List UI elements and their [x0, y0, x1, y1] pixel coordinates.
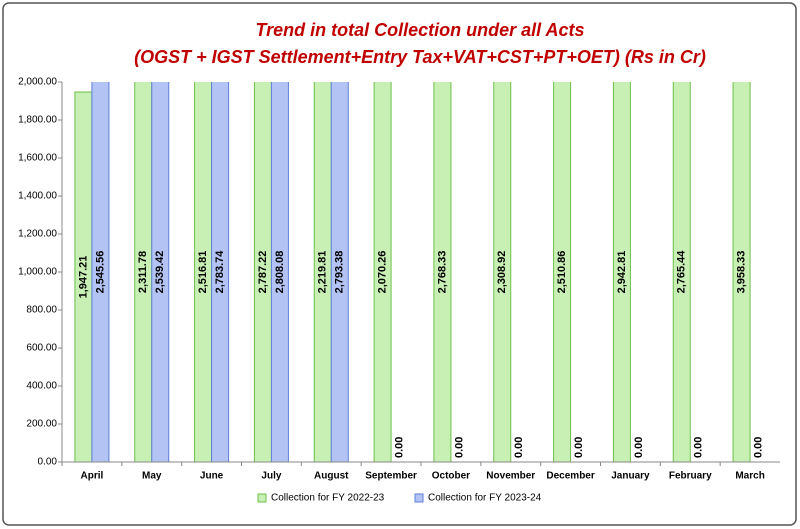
y-tick-label: 400.00 — [26, 381, 57, 392]
chart-subtitle: (OGST + IGST Settlement+Entry Tax+VAT+CS… — [134, 47, 706, 67]
x-tick-label: November — [486, 471, 535, 482]
y-tick-label: 1,600.00 — [18, 153, 57, 164]
x-tick-label: December — [546, 471, 594, 482]
value-label: 0.00 — [573, 437, 585, 458]
y-tick-label: 600.00 — [26, 343, 57, 354]
x-tick-label: August — [314, 471, 349, 482]
value-label: 2,070.26 — [376, 251, 388, 294]
value-label: 0.00 — [513, 437, 525, 458]
value-label: 0.00 — [752, 437, 764, 458]
x-tick-label: October — [432, 471, 470, 482]
value-label: 2,942.81 — [616, 251, 628, 294]
y-tick-label: 1,000.00 — [18, 267, 57, 278]
y-tick-label: 1,200.00 — [18, 229, 57, 240]
y-tick-label: 800.00 — [26, 305, 57, 316]
value-label: 1,947.21 — [77, 256, 89, 299]
x-tick-label: July — [261, 471, 281, 482]
value-label: 2,787.22 — [257, 251, 269, 294]
y-tick-label: 1,400.00 — [18, 191, 57, 202]
legend-label: Collection for FY 2023-24 — [428, 493, 542, 504]
legend-label: Collection for FY 2022-23 — [271, 493, 385, 504]
legend-swatch — [414, 493, 424, 503]
x-tick-label: January — [611, 471, 650, 482]
x-tick-label: September — [365, 471, 417, 482]
value-label: 2,768.33 — [436, 251, 448, 294]
x-tick-label: May — [142, 471, 162, 482]
value-label: 0.00 — [393, 437, 405, 458]
value-label: 2,765.44 — [676, 250, 688, 294]
value-label: 2,793.38 — [334, 251, 346, 294]
legend-swatch — [257, 493, 267, 503]
y-tick-label: 200.00 — [26, 419, 57, 430]
value-label: 2,539.42 — [154, 251, 166, 294]
value-label: 0.00 — [453, 437, 465, 458]
x-tick-label: February — [669, 471, 712, 482]
value-label: 2,311.78 — [137, 251, 149, 293]
bar — [493, 82, 512, 463]
x-tick-label: June — [200, 471, 224, 482]
value-label: 2,516.81 — [197, 251, 209, 294]
y-tick-label: 2,000.00 — [18, 77, 57, 88]
chart-title: Trend in total Collection under all Acts — [255, 20, 584, 40]
value-label: 2,308.92 — [496, 251, 508, 294]
value-label: 0.00 — [633, 437, 645, 458]
value-label: 2,545.56 — [94, 251, 106, 294]
value-label: 2,510.86 — [556, 251, 568, 294]
value-label: 0.00 — [693, 437, 705, 458]
x-tick-label: April — [81, 471, 104, 482]
value-label: 2,783.74 — [214, 250, 226, 294]
y-tick-label: 1,800.00 — [18, 115, 57, 126]
y-tick-label: 0.00 — [38, 457, 58, 468]
x-tick-label: March — [735, 471, 764, 482]
value-label: 2,219.81 — [317, 251, 329, 294]
plot-area — [74, 82, 751, 463]
bar — [134, 82, 153, 463]
value-label: 2,808.08 — [274, 251, 286, 294]
value-label: 3,958.33 — [735, 251, 747, 294]
